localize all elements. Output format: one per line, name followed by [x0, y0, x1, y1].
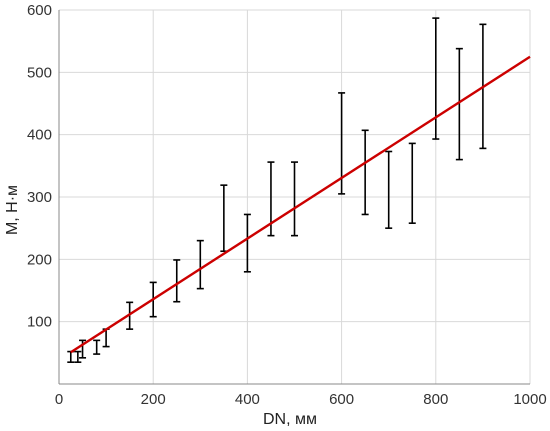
axes — [58, 10, 530, 385]
error-bar — [243, 213, 251, 273]
x-tick-label: 600 — [329, 391, 354, 408]
trend-line — [70, 55, 531, 354]
y-tick-label: 300 — [27, 189, 52, 206]
error-bar — [291, 161, 298, 237]
y-tick-label: 400 — [27, 127, 52, 144]
y-tick-label: 600 — [27, 2, 52, 19]
error-bar — [196, 239, 204, 290]
x-tick-label: 400 — [235, 391, 260, 408]
tick-labels: 0 200 400 600 800 1000 100 200 300 400 500 600 — [27, 2, 547, 408]
x-tick-label: 1000 — [513, 391, 546, 408]
x-tick-label: 0 — [55, 391, 63, 408]
trend-line-group — [70, 55, 531, 354]
error-bar — [173, 259, 181, 303]
error-bar — [74, 350, 82, 363]
y-axis-title: M, Н·м — [4, 185, 21, 235]
x-axis-title: DN, мм — [263, 411, 317, 428]
y-tick-label: 100 — [27, 314, 52, 331]
error-bars — [67, 17, 487, 363]
x-tick-label: 800 — [423, 391, 448, 408]
y-tick-label: 200 — [27, 251, 52, 268]
error-bar — [408, 142, 416, 224]
error-bar — [93, 339, 101, 355]
error-bar — [385, 150, 393, 229]
error-bar — [361, 129, 369, 216]
error-bar — [455, 47, 463, 161]
x-tick-label: 200 — [141, 391, 166, 408]
y-tick-label: 500 — [27, 64, 52, 81]
grid — [59, 9, 531, 384]
error-bar — [432, 17, 440, 140]
